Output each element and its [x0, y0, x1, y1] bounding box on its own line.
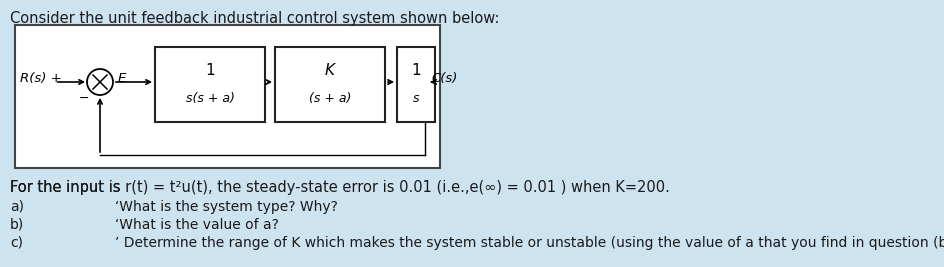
Circle shape — [87, 69, 113, 95]
Text: For the input is r(t) = t²u(t), the steady-state error is 0.01 (i.e.,e(∞) = 0.01: For the input is r(t) = t²u(t), the stea… — [10, 180, 669, 195]
Text: c): c) — [10, 236, 23, 250]
Text: a): a) — [10, 200, 24, 214]
Text: K: K — [325, 63, 334, 78]
Text: b): b) — [10, 218, 25, 232]
Text: For the input is: For the input is — [10, 180, 125, 195]
Text: 1: 1 — [411, 63, 420, 78]
Text: ’ Determine the range of K which makes the system stable or unstable (using the : ’ Determine the range of K which makes t… — [115, 236, 944, 250]
Bar — [155, 47, 264, 122]
Text: ‘What is the system type? Why?: ‘What is the system type? Why? — [115, 200, 338, 214]
Text: s(s + a): s(s + a) — [185, 92, 234, 105]
Text: 1: 1 — [205, 63, 214, 78]
Text: C(s): C(s) — [430, 72, 457, 84]
Text: E: E — [118, 72, 126, 84]
Text: R(s) +: R(s) + — [20, 72, 61, 84]
Text: s: s — [413, 92, 419, 105]
Bar — [15, 25, 440, 168]
Text: ‘What is the value of a?: ‘What is the value of a? — [115, 218, 278, 232]
Text: (s + a): (s + a) — [309, 92, 351, 105]
Text: Consider the unit feedback industrial control system shown below:: Consider the unit feedback industrial co… — [10, 11, 499, 26]
Text: −: − — [78, 92, 89, 104]
Bar — [275, 47, 384, 122]
Bar — [396, 47, 434, 122]
